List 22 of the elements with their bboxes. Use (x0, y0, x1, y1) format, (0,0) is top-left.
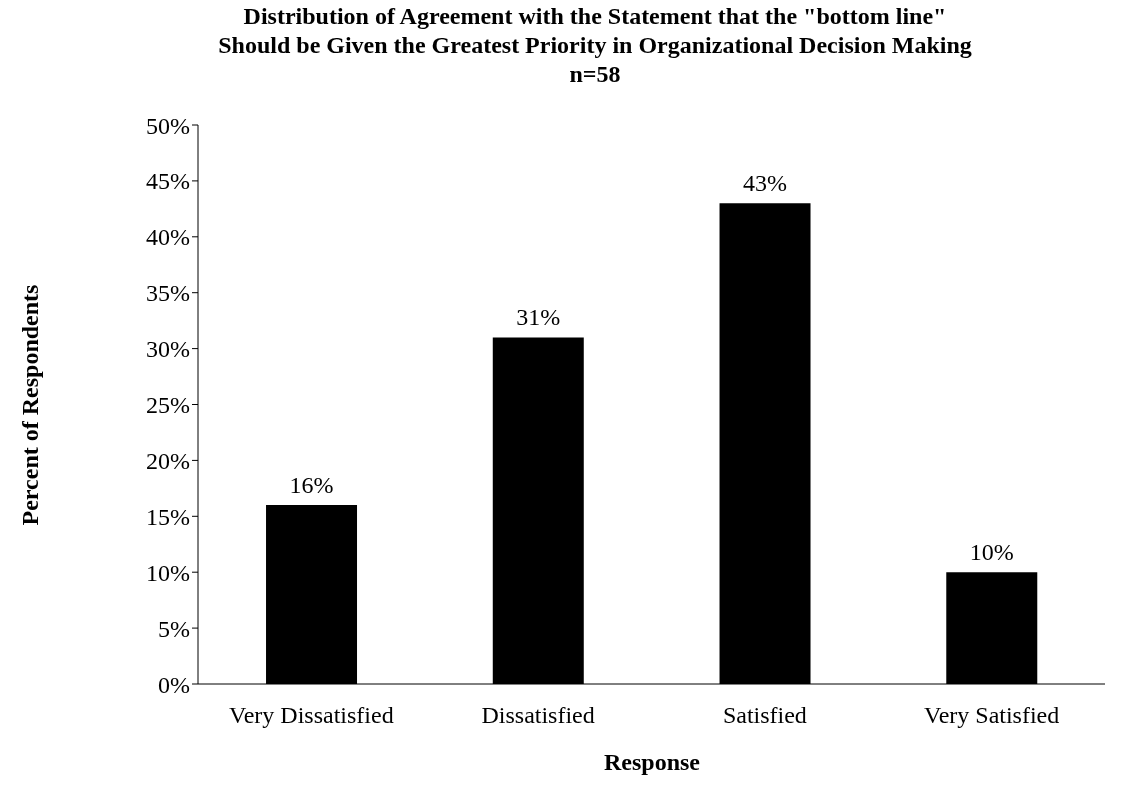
x-tick-label: Very Dissatisfied (229, 702, 394, 729)
y-tick-label: 5% (158, 615, 190, 642)
x-tick-label: Very Satisfied (923, 702, 1060, 729)
data-label: 31% (516, 304, 561, 331)
data-label: 16% (289, 472, 334, 499)
y-tick-label: 30% (146, 336, 190, 363)
y-axis-title: Percent of Respondents (16, 284, 44, 526)
x-tick-label: Satisfied (722, 702, 807, 729)
data-label: 10% (969, 539, 1014, 566)
y-tick-label: 35% (146, 280, 190, 307)
y-tick-label: 15% (146, 503, 190, 530)
data-label: 43% (743, 170, 788, 197)
x-tick-label: Dissatisfied (481, 702, 595, 729)
chart-subtitle: n=58 (568, 60, 622, 89)
y-tick-label: 10% (146, 559, 190, 586)
y-tick-label: 50% (146, 112, 190, 139)
y-tick-label: 20% (146, 447, 190, 474)
y-tick-label: 0% (158, 671, 190, 698)
y-tick-label: 25% (146, 392, 190, 419)
x-axis-title: Response (603, 748, 701, 776)
y-tick-label: 45% (146, 168, 190, 195)
y-tick-label: 40% (146, 224, 190, 251)
